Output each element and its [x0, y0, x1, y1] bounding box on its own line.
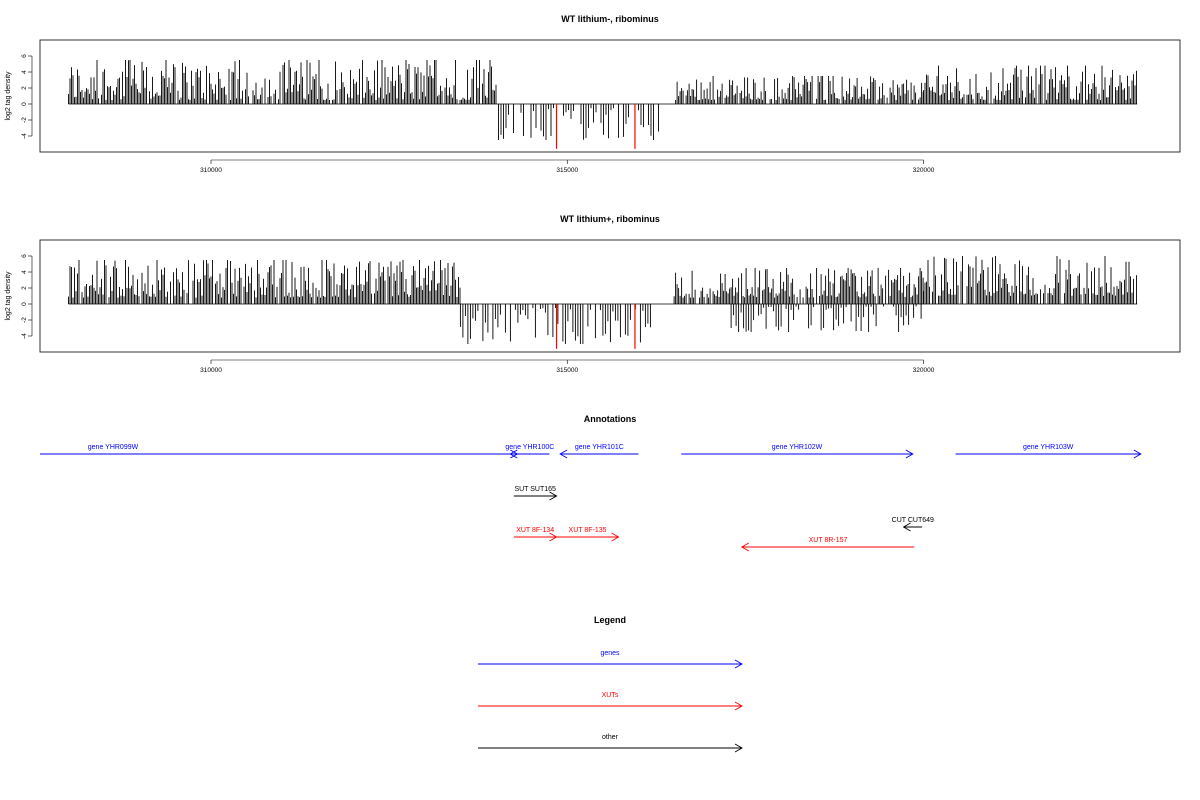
arrow-head [549, 491, 558, 501]
gene-feature-label: gene YHR102W [772, 444, 823, 451]
y-tick-label: 2 [21, 86, 28, 90]
other-feature-arrow [902, 522, 923, 532]
y-tick-label: -2 [21, 117, 28, 123]
gene-feature-label: gene YHR099W [88, 444, 139, 451]
panel-lithium-minus: WT lithium-, ribominus -4 -2 0 2 4 6 log2 tag d… [5, 14, 1181, 174]
y-axis-label: log2 tag density [5, 271, 12, 321]
plot-frame [39, 39, 1181, 153]
gene-feature-arrow [40, 449, 519, 459]
x-tick-label: 320000 [913, 367, 935, 374]
density-bars [68, 256, 1137, 344]
legend-panel: Legend genes XUTs other [478, 615, 743, 753]
legend-arrow-genes [478, 659, 743, 669]
y-tick-label: -4 [21, 333, 28, 339]
y-tick-label: 0 [21, 102, 28, 106]
gene-feature-label: gene YHR100C [505, 444, 554, 451]
xut-feature-arrow [556, 532, 620, 542]
y-tick-label: 6 [21, 254, 28, 258]
other-feature-arrow [513, 491, 558, 501]
gene-feature-arrow [559, 449, 639, 459]
arrow-head [902, 522, 911, 532]
legend-title: Legend [594, 615, 626, 625]
gene-feature-arrow [509, 449, 550, 459]
y-tick-label: 2 [21, 286, 28, 290]
arrow-head [611, 532, 620, 542]
arrow-head [740, 542, 750, 552]
chart-title: WT lithium+, ribominus [560, 214, 660, 224]
arrow-head [509, 449, 518, 459]
xut-feature-label: XUT 8F-135 [569, 527, 607, 534]
annotations-title: Annotations [584, 414, 637, 424]
chart-title: WT lithium-, ribominus [561, 14, 659, 24]
gene-feature-label: gene YHR103W [1023, 444, 1074, 451]
x-tick-label: 315000 [556, 367, 578, 374]
arrow-head [734, 743, 743, 753]
x-tick-label: 310000 [200, 367, 222, 374]
y-axis-label: log2 tag density [5, 71, 12, 121]
legend-arrow-other [478, 743, 743, 753]
arrow-head [734, 701, 743, 711]
y-tick-label: 6 [21, 54, 28, 58]
arrow-head [1133, 449, 1142, 459]
xut-feature-arrow [513, 532, 558, 542]
panel-lithium-plus: WT lithium+, ribominus -4 -2 0 2 4 6 log2 tag d… [5, 214, 1181, 374]
gene-feature-arrow [681, 449, 914, 459]
plot-frame [39, 239, 1181, 353]
legend-label-genes: genes [600, 650, 620, 657]
x-tick-label: 320000 [913, 167, 935, 174]
gene-feature-label: gene YHR101C [575, 444, 624, 451]
arrow-head [559, 449, 568, 459]
x-tick-label: 315000 [556, 167, 578, 174]
density-bars [68, 60, 1137, 140]
y-tick-label: 4 [21, 270, 28, 274]
other-feature-label: SUT SUT165 [514, 486, 556, 493]
x-tick-label: 310000 [200, 167, 222, 174]
gene-feature-arrow [955, 449, 1142, 459]
legend-label-other: other [602, 734, 619, 741]
annotations-panel: Annotations gene YHR099W gene YHR100C gene … [40, 414, 1142, 552]
xut-feature-label: XUT 8R-157 [809, 537, 848, 544]
y-tick-label: 0 [21, 302, 28, 306]
y-tick-label: 4 [21, 70, 28, 74]
y-tick-label: -2 [21, 317, 28, 323]
arrow-head [734, 659, 743, 669]
xut-feature-label: XUT 8F-134 [516, 527, 554, 534]
xut-feature-arrow [740, 542, 915, 552]
legend-label-xuts: XUTs [602, 692, 619, 699]
legend-arrow-xuts [478, 701, 743, 711]
arrow-head [905, 449, 914, 459]
other-feature-label: CUT CUT649 [892, 517, 934, 524]
y-tick-label: -4 [21, 133, 28, 139]
